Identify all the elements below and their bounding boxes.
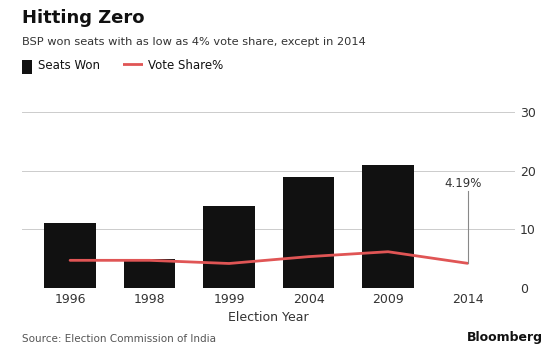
Text: Seats Won: Seats Won [38,59,100,72]
Bar [203,206,255,288]
Text: BSP won seats with as low as 4% vote share, except in 2014: BSP won seats with as low as 4% vote sha… [22,37,366,47]
Bar [283,177,334,288]
Text: Vote Share%: Vote Share% [148,59,223,72]
Text: 4.19%: 4.19% [445,177,482,190]
Bar [124,259,175,288]
Text: Bloomberg: Bloomberg [467,331,543,344]
Text: Source: Election Commission of India: Source: Election Commission of India [22,334,216,344]
Bar [362,165,414,288]
Text: Hitting Zero: Hitting Zero [22,9,145,27]
Bar [44,224,96,288]
X-axis label: Election Year: Election Year [228,311,309,324]
